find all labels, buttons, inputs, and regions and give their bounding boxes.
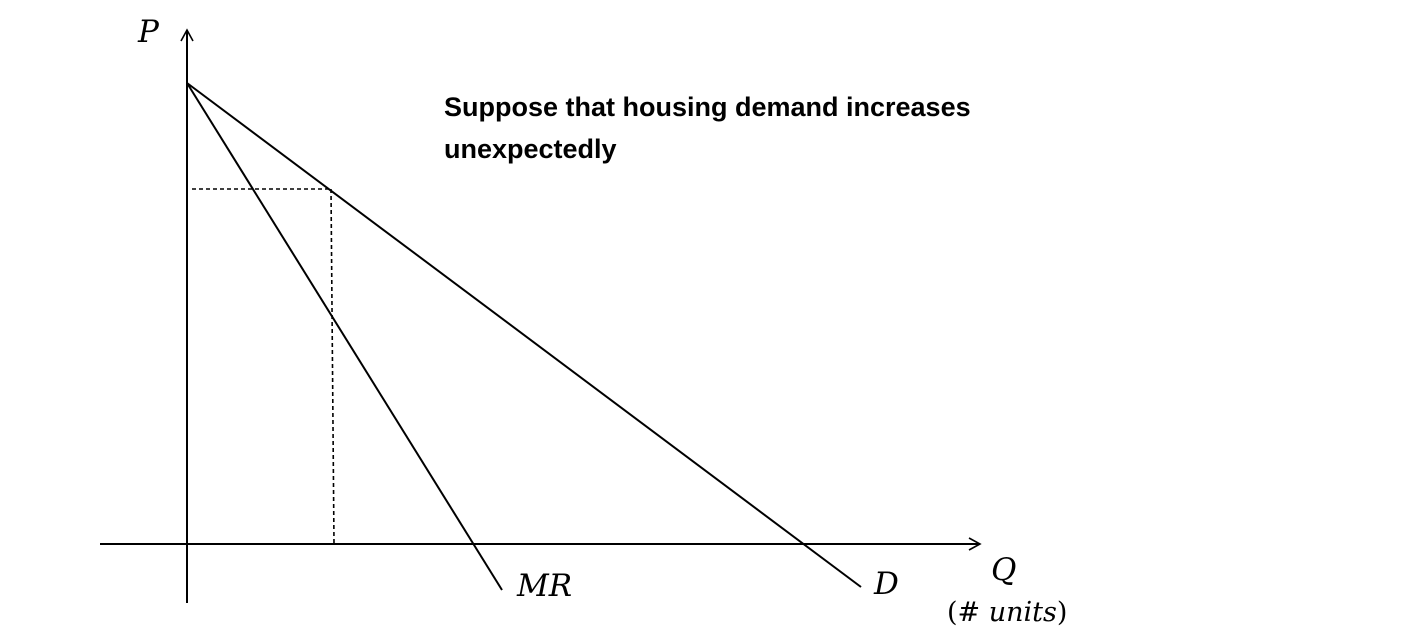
demand-curve <box>186 82 862 588</box>
x-axis-unit-label: (# units) <box>947 597 1067 628</box>
mr-curve-label: MR <box>516 568 572 604</box>
annotation-text: Suppose that housing demand increases un… <box>444 92 971 164</box>
y-axis-label: P <box>137 14 160 50</box>
x-axis-label: Q <box>991 552 1016 588</box>
quantity-dashed-line <box>330 188 335 545</box>
demand-curve-label: D <box>873 566 899 602</box>
mr-curve <box>186 82 503 591</box>
